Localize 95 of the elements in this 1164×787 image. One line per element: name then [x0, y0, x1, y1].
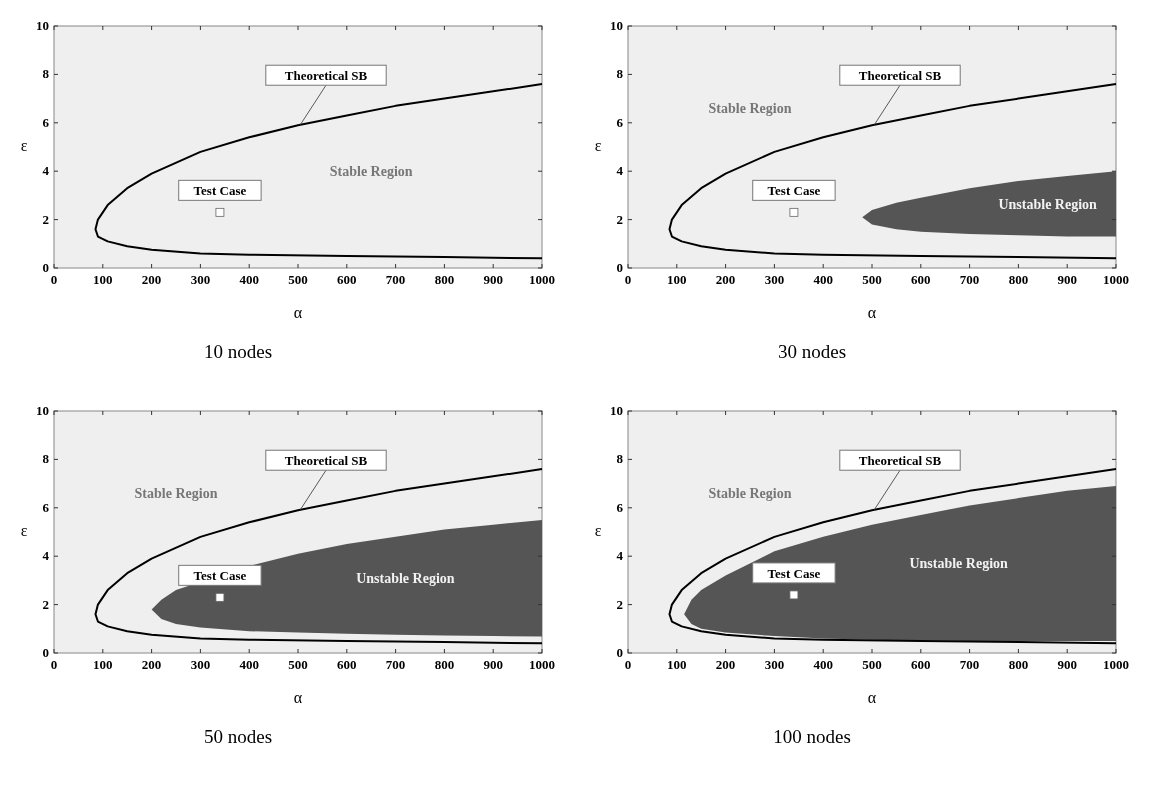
x-tick-label: 200 — [141, 657, 162, 672]
x-tick-label: 1000 — [1103, 272, 1129, 287]
y-tick-label: 10 — [610, 403, 623, 418]
y-tick-label: 6 — [616, 114, 624, 130]
annotation: Stable Region — [134, 486, 218, 502]
y-tick-label: 6 — [42, 114, 50, 130]
y-tick-label: 0 — [616, 645, 623, 660]
x-tick-label: 300 — [190, 272, 211, 287]
y-tick-label: 8 — [616, 451, 624, 467]
series-label: Test Case — [767, 183, 821, 199]
annotation: Unstable Region — [909, 556, 1009, 572]
y-tick-label: 6 — [42, 499, 50, 515]
x-tick-label: 200 — [715, 657, 736, 672]
y-tick-label: 0 — [42, 260, 49, 275]
y-tick-label: 4 — [42, 548, 50, 564]
series-label: Test Case — [193, 568, 247, 584]
y-tick-label: 8 — [42, 66, 50, 82]
annotation: Stable Region — [708, 486, 792, 502]
x-tick-label: 700 — [959, 657, 980, 672]
x-tick-label: 800 — [434, 657, 455, 672]
line-series — [94, 468, 543, 645]
y-tick-label: 10 — [36, 403, 49, 418]
x-tick-label: 1000 — [529, 657, 555, 672]
series-label: Test Case — [767, 565, 821, 581]
y-tick-label: 8 — [616, 66, 624, 82]
x-tick-label: 400 — [239, 657, 259, 672]
text: 50 nodes — [203, 726, 273, 747]
y-tick-label: 8 — [42, 451, 50, 467]
x-tick-label: 400 — [813, 657, 833, 672]
text: 30 nodes — [777, 341, 847, 362]
x-tick-label: 800 — [1008, 657, 1029, 672]
text: 10 nodes — [203, 341, 273, 362]
y-tick-label: 4 — [42, 163, 50, 179]
annotation: Stable Region — [708, 101, 792, 117]
y-tick-label: 4 — [616, 163, 624, 179]
y-tick-label: 2 — [616, 596, 623, 612]
x-tick-label: 500 — [288, 272, 308, 287]
x-axis-title: α — [867, 304, 877, 321]
x-tick-label: 300 — [764, 272, 785, 287]
x-tick-label: 500 — [288, 657, 308, 672]
x-tick-label: 1000 — [1103, 657, 1129, 672]
y-tick-label: 10 — [610, 18, 623, 33]
x-tick-label: 800 — [1008, 272, 1029, 287]
x-tick-label: 900 — [483, 272, 503, 287]
x-tick-label: 700 — [959, 272, 980, 287]
x-tick-label: 100 — [93, 657, 113, 672]
line-series — [668, 468, 1117, 645]
y-tick-label: 4 — [616, 548, 624, 564]
y-tick-label: 0 — [616, 260, 623, 275]
x-tick-label: 900 — [483, 657, 503, 672]
x-tick-label: 200 — [715, 272, 736, 287]
x-tick-label: 500 — [862, 272, 882, 287]
text: Theoretical SB — [858, 453, 942, 469]
y-tick-label: 2 — [616, 211, 623, 227]
x-tick-label: 100 — [667, 272, 687, 287]
y-axis-title: ε — [20, 522, 28, 539]
x-tick-label: 400 — [813, 272, 833, 287]
x-tick-label: 1000 — [529, 272, 555, 287]
x-tick-label: 100 — [667, 657, 687, 672]
x-axis-title: α — [293, 304, 303, 321]
x-tick-label: 500 — [862, 657, 882, 672]
x-tick-label: 900 — [1057, 657, 1077, 672]
x-tick-label: 400 — [239, 272, 259, 287]
line-series — [668, 83, 1117, 260]
annotation: Unstable Region — [356, 571, 455, 587]
y-tick-label: 6 — [616, 499, 624, 515]
x-tick-label: 600 — [337, 657, 357, 672]
x-tick-label: 600 — [911, 657, 931, 672]
text: Theoretical SB — [858, 68, 942, 84]
y-tick-label: 10 — [36, 18, 49, 33]
text: 100 nodes — [773, 726, 851, 747]
y-tick-label: 2 — [42, 596, 49, 612]
x-tick-label: 200 — [141, 272, 162, 287]
y-axis-title: ε — [594, 137, 602, 154]
x-axis-title: α — [867, 689, 877, 706]
y-axis-title: ε — [20, 137, 28, 154]
x-tick-label: 600 — [911, 272, 931, 287]
x-tick-label: 800 — [434, 272, 455, 287]
x-tick-label: 700 — [385, 272, 406, 287]
x-tick-label: 300 — [190, 657, 211, 672]
x-tick-label: 300 — [764, 657, 785, 672]
text: Theoretical SB — [284, 453, 368, 469]
series-label: Test Case — [193, 183, 247, 199]
y-tick-label: 2 — [42, 211, 49, 227]
line-series — [94, 83, 543, 260]
y-axis-title: ε — [594, 522, 602, 539]
annotation: Stable Region — [329, 164, 413, 180]
text: Theoretical SB — [284, 68, 368, 84]
y-tick-label: 0 — [42, 645, 49, 660]
annotation: Unstable Region — [998, 196, 1098, 212]
x-axis-title: α — [293, 689, 303, 706]
x-tick-label: 600 — [337, 272, 357, 287]
x-tick-label: 900 — [1057, 272, 1077, 287]
x-tick-label: 700 — [385, 657, 406, 672]
x-tick-label: 100 — [93, 272, 113, 287]
